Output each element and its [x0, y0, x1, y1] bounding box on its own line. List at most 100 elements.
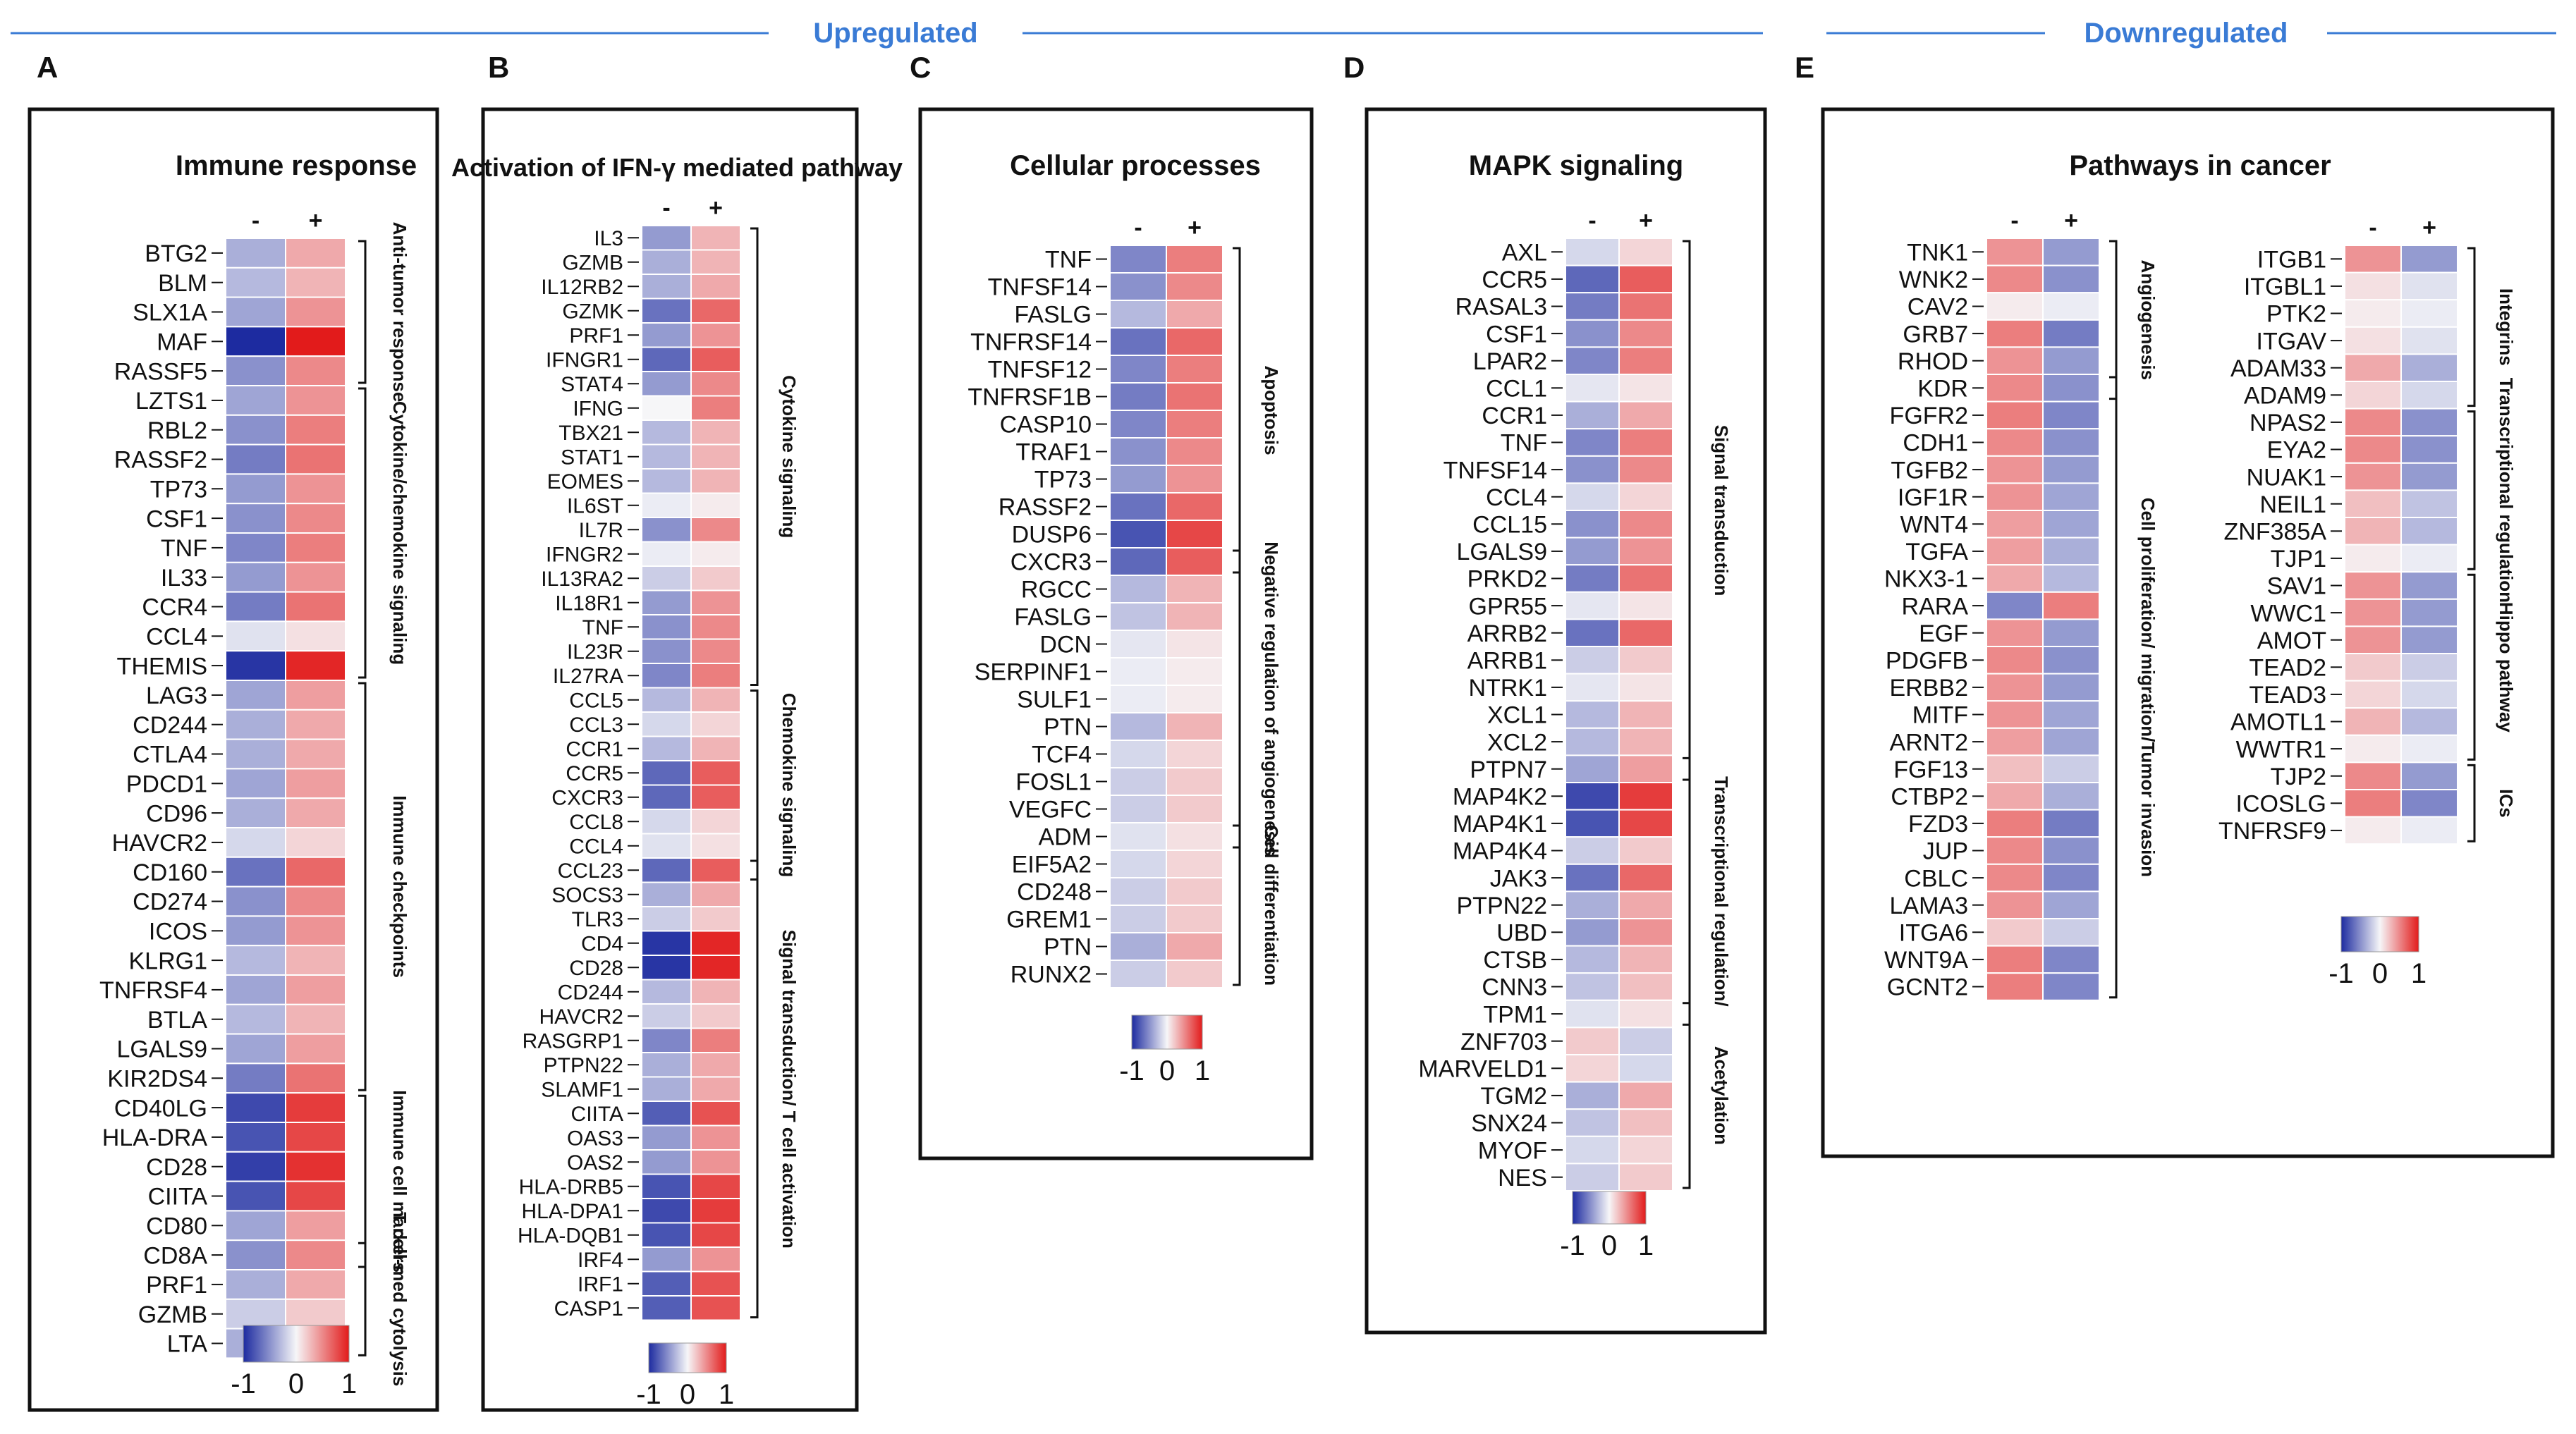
heatmap-cell	[690, 955, 741, 981]
heatmap-cell	[225, 827, 286, 858]
heatmap-cell	[285, 414, 346, 446]
heatmap-cell	[641, 1003, 692, 1029]
gene-label: IL12RB2	[541, 276, 623, 299]
heatmap-cell	[285, 1122, 346, 1153]
heatmap-cell	[641, 930, 692, 956]
heatmap-cell	[285, 827, 346, 858]
scale-tick-label: 0	[2372, 958, 2388, 989]
gene-label: NEIL1	[2260, 491, 2327, 518]
heatmap-cell	[2042, 264, 2100, 294]
heatmap-cell	[225, 532, 286, 563]
gene-label: CCL4	[1486, 484, 1547, 511]
gene-label: CD248	[1017, 879, 1092, 906]
gene-label: ITGBL1	[2244, 274, 2326, 300]
heatmap-cell	[2344, 707, 2402, 736]
heatmap-cell	[1618, 591, 1673, 620]
heatmap-cell	[641, 589, 692, 615]
heatmap-cell	[1565, 1135, 1620, 1165]
group-label: T cell-med cytolysis	[389, 1212, 410, 1386]
heatmap-cell	[1565, 564, 1620, 593]
scale-tick-label: 0	[1601, 1230, 1617, 1261]
heatmap-cell	[2042, 428, 2100, 457]
group-bracket	[2109, 240, 2118, 400]
heatmap-cell	[690, 371, 741, 397]
heatmap-cell	[690, 1052, 741, 1078]
heatmap-cell	[1166, 960, 1223, 988]
scale-tick-label: 1	[341, 1368, 357, 1399]
gene-label: LTA	[167, 1331, 208, 1358]
gene-label: IL13RA2	[541, 568, 623, 591]
heatmap-cell	[225, 945, 286, 976]
group-label: Negative regulation of angiogenesis	[1261, 541, 1282, 856]
heatmap-cell	[2344, 271, 2402, 301]
heatmap-cell	[1109, 685, 1167, 713]
heatmap-cell	[1565, 428, 1620, 457]
heatmap-cell	[225, 503, 286, 534]
heatmap-cell	[690, 1173, 741, 1199]
gene-label: CTSB	[1483, 947, 1547, 974]
heatmap-cell	[690, 735, 741, 761]
scale-tick-label: -1	[636, 1379, 661, 1410]
gene-label: CD40LG	[114, 1095, 207, 1122]
scale-tick-label: -1	[1119, 1055, 1144, 1086]
heatmap-cell	[1109, 712, 1167, 741]
heatmap-cell	[1986, 700, 2044, 729]
heatmap-cell	[1986, 972, 2044, 1001]
heatmap-cell	[2042, 482, 2100, 512]
heatmap-cell	[2400, 353, 2458, 382]
heatmap-cell	[690, 492, 741, 518]
gene-label: SOCS3	[551, 884, 623, 907]
heatmap-cell	[2042, 918, 2100, 947]
gene-label: CD274	[133, 889, 207, 916]
heatmap-cell	[641, 517, 692, 543]
scale-tick-label: 1	[1638, 1230, 1654, 1261]
heatmap-cell	[2344, 489, 2402, 519]
heatmap-cell	[2400, 653, 2458, 682]
gene-label: CCL1	[1486, 376, 1547, 403]
heatmap-cell	[690, 1076, 741, 1102]
heatmap-cell	[1618, 890, 1673, 920]
heatmap-cell	[285, 561, 346, 593]
heatmap-cell	[690, 979, 741, 1005]
column-header-minus: -	[252, 207, 260, 234]
heatmap-cell	[2344, 353, 2402, 382]
gene-label: PTPN7	[1470, 756, 1547, 783]
heatmap-cell	[641, 419, 692, 446]
heatmap-cell	[1109, 932, 1167, 961]
gene-label: RASAL3	[1455, 294, 1547, 321]
gene-label: TNFRSF4	[99, 977, 207, 1004]
heatmap-cell	[1166, 465, 1223, 494]
heatmap-cell	[1618, 863, 1673, 893]
heatmap-cell	[1565, 945, 1620, 974]
heatmap-cell	[285, 797, 346, 828]
heatmap-cell	[2042, 863, 2100, 893]
gene-label: ARRB2	[1467, 620, 1547, 647]
heatmap-cell	[225, 591, 286, 623]
heatmap-cell	[225, 709, 286, 740]
heatmap-cell	[641, 833, 692, 859]
heatmap-cell	[690, 468, 741, 494]
heatmap-cell	[2344, 407, 2402, 437]
gene-label: LAMA3	[1890, 893, 1969, 919]
heatmap-cell	[2344, 734, 2402, 764]
heatmap-cell	[690, 565, 741, 592]
group-label: Transcriptional regulation/	[1711, 776, 1732, 1007]
heatmap-cell	[641, 955, 692, 981]
heatmap-cell	[1986, 836, 2044, 865]
gene-label: ARNT2	[1890, 729, 1968, 756]
gene-label: IRF1	[578, 1273, 623, 1297]
heatmap-cell	[285, 650, 346, 682]
group-label: Immune checkpoints	[389, 795, 410, 978]
gene-label: CCR1	[566, 738, 623, 761]
gene-label: WWTR1	[2236, 736, 2326, 763]
gene-label: GRB7	[1903, 321, 1968, 348]
heatmap-cell	[1986, 482, 2044, 512]
gene-label: EOMES	[547, 470, 623, 494]
group-label: Acetylation	[1711, 1046, 1732, 1145]
gene-label: RARA	[1902, 593, 1969, 620]
gene-label: CDH1	[1903, 430, 1968, 457]
gene-label: CXCR3	[1011, 549, 1092, 576]
heatmap-cell	[690, 1270, 741, 1297]
heatmap-cell	[641, 298, 692, 324]
